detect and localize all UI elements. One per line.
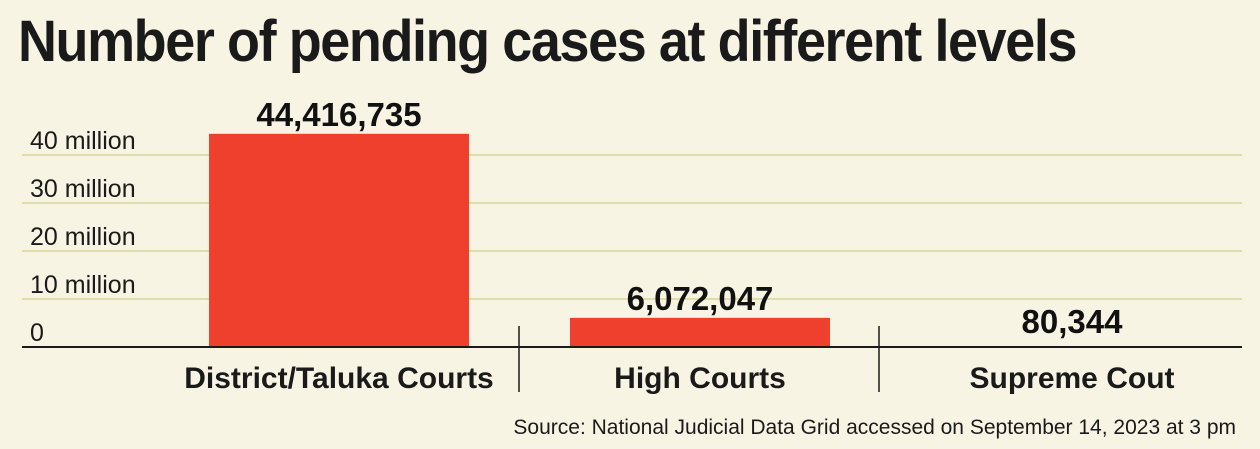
y-tick-label: 30 million [30, 175, 136, 203]
category-separators [518, 326, 880, 392]
gridlines [22, 154, 1242, 300]
source-note: Source: National Judicial Data Grid acce… [513, 416, 1236, 439]
y-axis-ticks: 0 10 million 20 million 30 million 40 millio… [30, 127, 136, 347]
y-tick-label: 0 [30, 319, 44, 347]
data-labels: 44,416,735 6,072,047 80,344 [256, 96, 1123, 340]
bars [209, 133, 830, 347]
x-category-label: Supreme Cout [969, 362, 1174, 395]
y-tick-label: 10 million [30, 271, 136, 299]
data-label: 6,072,047 [627, 280, 774, 317]
data-label: 44,416,735 [256, 96, 421, 133]
x-category-label: District/Taluka Courts [184, 362, 494, 395]
x-category-label: High Courts [614, 362, 786, 395]
chart-title: Number of pending cases at different lev… [18, 9, 1077, 74]
data-label: 80,344 [1022, 303, 1124, 340]
bar [570, 317, 830, 347]
x-axis-categories: District/Taluka Courts High Courts Supreme… [184, 362, 1174, 395]
y-tick-label: 20 million [30, 223, 136, 251]
y-tick-label: 40 million [30, 127, 136, 155]
bar [209, 133, 469, 347]
